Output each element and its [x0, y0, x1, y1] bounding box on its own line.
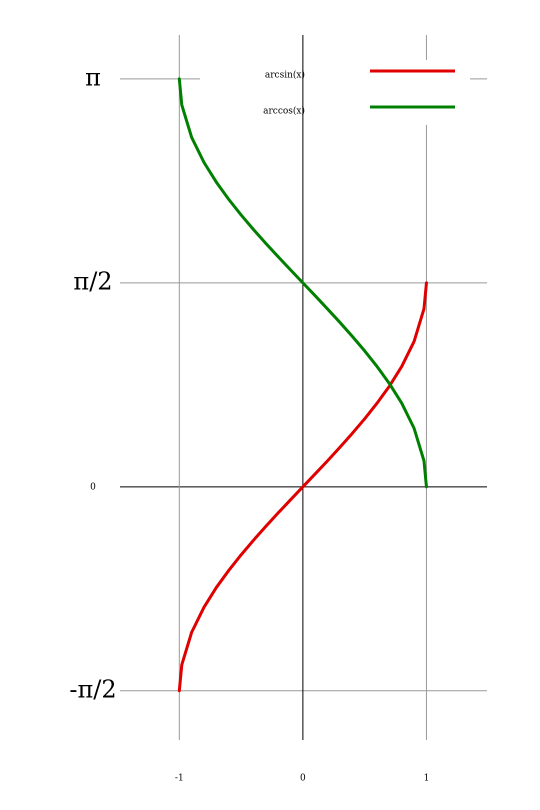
y-tick-label: -π/2 — [69, 675, 116, 703]
x-tick-label: 1 — [424, 774, 430, 784]
legend-label: arccos(x) — [263, 106, 305, 117]
line-series — [177, 77, 428, 489]
x-tick-label: 0 — [300, 774, 306, 784]
legend-label: arcsin(x) — [265, 70, 305, 81]
y-tick-label: π — [85, 63, 101, 91]
y-tick-label: π/2 — [73, 267, 112, 295]
y-tick-label: 0 — [90, 482, 96, 492]
x-tick-label: -1 — [175, 774, 184, 784]
line-series — [177, 281, 428, 693]
